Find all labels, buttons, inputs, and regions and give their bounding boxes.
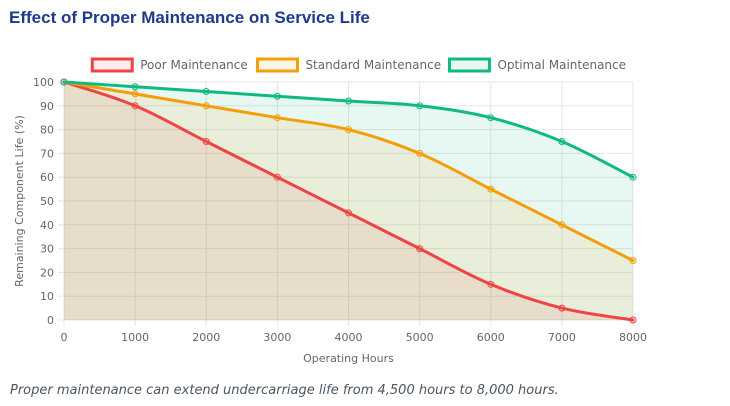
y-axis-ticks: 0 10 20 30 40 50 60 70 80 90 100 bbox=[33, 76, 54, 327]
legend-swatch bbox=[90, 57, 134, 73]
area-fills bbox=[64, 82, 633, 320]
y-tick-label: 10 bbox=[40, 290, 54, 303]
data-point[interactable] bbox=[273, 92, 281, 100]
data-points bbox=[60, 78, 637, 324]
y-tick-label: 90 bbox=[40, 100, 54, 113]
x-tick-label: 7000 bbox=[548, 331, 576, 344]
legend-swatch bbox=[255, 57, 299, 73]
data-point[interactable] bbox=[345, 97, 352, 105]
data-point[interactable] bbox=[131, 102, 139, 110]
data-point[interactable] bbox=[487, 185, 495, 193]
x-tick-label: 5000 bbox=[406, 331, 434, 344]
x-tick-label: 8000 bbox=[619, 331, 647, 344]
data-point[interactable] bbox=[416, 245, 424, 253]
line-chart: 0 1000 2000 3000 4000 5000 6000 7000 8000 0 10 20 3… bbox=[13, 57, 648, 365]
data-point[interactable] bbox=[273, 114, 281, 122]
data-point[interactable] bbox=[416, 149, 424, 157]
y-tick-label: 70 bbox=[40, 147, 54, 160]
legend-item[interactable]: Poor Maintenance bbox=[90, 57, 248, 73]
legend-item[interactable]: Optimal Maintenance bbox=[447, 57, 626, 73]
data-point[interactable] bbox=[60, 78, 68, 86]
data-point[interactable] bbox=[273, 173, 281, 181]
x-tick-label: 3000 bbox=[263, 331, 291, 344]
data-point[interactable] bbox=[416, 102, 424, 110]
legend-label: Poor Maintenance bbox=[140, 58, 248, 72]
series-line bbox=[62, 80, 635, 322]
data-point[interactable] bbox=[558, 221, 566, 229]
y-tick-label: 30 bbox=[40, 243, 54, 256]
data-point[interactable] bbox=[629, 316, 637, 324]
y-tick-label: 40 bbox=[40, 219, 54, 232]
legend-label: Standard Maintenance bbox=[305, 58, 441, 72]
data-point[interactable] bbox=[629, 173, 637, 181]
data-point[interactable] bbox=[558, 138, 566, 145]
x-tick-label: 6000 bbox=[477, 331, 505, 344]
data-point[interactable] bbox=[202, 138, 210, 145]
y-tick-label: 100 bbox=[33, 76, 54, 89]
data-point[interactable] bbox=[345, 209, 352, 217]
data-point[interactable] bbox=[202, 102, 210, 110]
legend-swatch bbox=[447, 57, 491, 73]
y-tick-label: 20 bbox=[40, 266, 54, 279]
y-axis-label: Remaining Component Life (%) bbox=[13, 115, 26, 287]
x-tick-label: 1000 bbox=[121, 331, 149, 344]
y-tick-label: 0 bbox=[47, 314, 54, 327]
data-point[interactable] bbox=[487, 280, 495, 288]
x-tick-label: 2000 bbox=[192, 331, 220, 344]
y-tick-label: 50 bbox=[40, 195, 54, 208]
legend[interactable]: Poor Maintenance Standard Maintenance Opti… bbox=[90, 57, 626, 73]
y-tick-label: 80 bbox=[40, 124, 54, 137]
data-point[interactable] bbox=[629, 257, 637, 264]
series-line bbox=[62, 80, 635, 262]
x-tick-label: 4000 bbox=[335, 331, 363, 344]
data-point[interactable] bbox=[131, 83, 139, 91]
x-axis-ticks: 0 1000 2000 3000 4000 5000 6000 7000 8000 bbox=[61, 331, 648, 344]
chart-caption: Proper maintenance can extend undercarri… bbox=[10, 383, 559, 398]
x-axis-label: Operating Hours bbox=[303, 352, 394, 365]
data-point[interactable] bbox=[487, 114, 495, 122]
y-tick-label: 60 bbox=[40, 171, 54, 184]
data-point[interactable] bbox=[558, 304, 566, 312]
legend-item[interactable]: Standard Maintenance bbox=[255, 57, 441, 73]
legend-label: Optimal Maintenance bbox=[497, 58, 626, 72]
data-point[interactable] bbox=[345, 126, 352, 134]
chart-title: Effect of Proper Maintenance on Service … bbox=[9, 8, 370, 27]
series-line bbox=[62, 80, 635, 179]
x-tick-label: 0 bbox=[61, 331, 68, 344]
data-point[interactable] bbox=[131, 90, 139, 98]
data-point[interactable] bbox=[202, 88, 210, 96]
series-lines bbox=[62, 80, 635, 322]
